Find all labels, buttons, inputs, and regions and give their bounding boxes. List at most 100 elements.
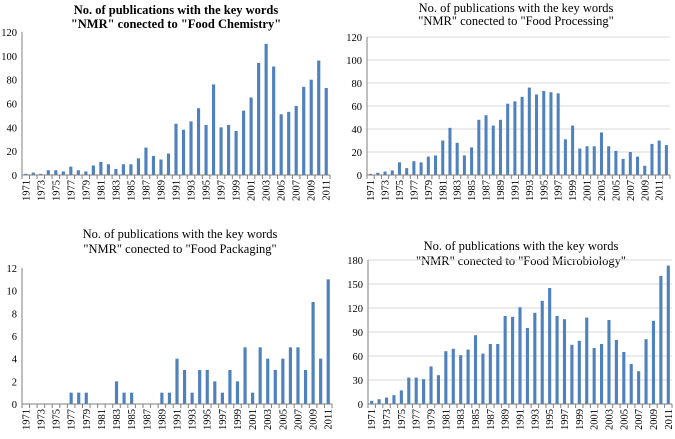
x-tick-label: 1993 [187,180,198,201]
bar-1973 [383,171,387,175]
x-tick-label: 1983 [456,409,467,430]
bar-1973 [384,397,389,404]
bar-1980 [91,165,95,175]
y-tick-label: 90 [353,328,364,339]
bar-2009 [311,302,315,404]
x-tick-label: 1971 [366,180,377,201]
x-tick-label: 2009 [640,180,651,201]
bar-2003 [266,358,270,404]
bar-undefined [664,145,668,175]
bar-2005 [279,114,283,175]
bar-1985 [130,392,134,404]
bar-1974 [392,395,396,404]
bar-1999 [571,125,575,175]
bar-1983 [455,142,459,175]
y-tick-label: 40 [7,123,18,134]
x-tick-label: 1971 [367,409,378,430]
bar-1985 [129,164,133,175]
bar-2006 [629,364,633,404]
bar-1989 [503,316,507,404]
bar-1991 [175,358,179,404]
x-tick-label: 2011 [664,409,675,430]
x-tick-label: 2003 [262,180,273,201]
bar-1998 [227,124,231,175]
x-tick-label: 1977 [412,409,423,430]
bar-1981 [441,140,445,175]
bar-1988 [496,344,500,404]
x-tick-label: 1983 [453,180,464,201]
x-tick-label: 1997 [218,409,229,430]
bar-1992 [520,96,524,175]
bar-1974 [390,170,394,175]
bar-2007 [296,347,300,404]
bar-1979 [429,366,433,404]
bar-1978 [76,170,80,175]
bar-2011 [324,88,328,175]
bar-1994 [540,300,544,404]
bar-2011 [326,279,330,404]
x-tick-label: 1981 [438,180,449,201]
bar-1979 [84,392,88,404]
y-tick-label: 150 [347,280,363,291]
x-tick-label: 2011 [324,409,335,430]
bar-1988 [491,125,495,175]
bar-2000 [585,317,589,404]
bar-1982 [106,164,110,175]
x-tick-label: 1997 [217,180,228,201]
y-tick-label: 80 [352,79,363,90]
chart-title-line: No. of publications with the key words [74,3,279,17]
x-tick-label: 1985 [126,180,137,201]
bar-1993 [189,121,193,175]
x-tick-label: 1975 [395,180,406,201]
bar-1996 [213,381,217,404]
bar-1988 [151,155,156,175]
bar-2007 [294,105,298,175]
bar-1975 [399,390,403,404]
bar-1999 [577,340,581,404]
bar-1981 [444,351,448,404]
x-tick-label: 1981 [97,409,108,430]
bar-1991 [513,101,517,175]
bar-1989 [498,119,502,175]
bar-1998 [563,139,567,175]
y-tick-label: 20 [7,147,18,158]
chart-food-chemistry: No. of publications with the key words"N… [1,3,332,201]
bar-1975 [54,170,58,175]
x-tick-label: 2001 [583,180,594,201]
bar-1995 [204,124,208,175]
bar-1983 [459,355,463,404]
bar-2011 [666,265,670,404]
bar-2010 [319,358,323,404]
x-tick-label: 1973 [36,180,47,201]
bar-2004 [273,370,277,404]
bar-2010 [659,276,663,404]
x-tick-label: 1995 [202,180,213,201]
y-tick-label: 0 [12,171,17,182]
x-tick-label: 1989 [156,180,167,201]
bar-2007 [637,371,641,404]
x-tick-label: 1977 [67,409,78,430]
x-tick-label: 1973 [36,409,47,430]
y-tick-label: 100 [1,52,17,63]
bar-2004 [272,66,276,175]
x-tick-label: 2003 [263,409,274,430]
y-tick-label: 6 [12,332,17,343]
bar-1984 [462,155,466,175]
x-tick-label: 2007 [293,409,304,430]
bar-1998 [570,344,574,404]
bar-1977 [414,377,418,404]
bar-2004 [614,340,618,404]
bar-1994 [198,370,202,404]
bar-1991 [174,123,178,175]
bar-2008 [644,339,648,404]
bar-1999 [235,381,240,404]
chart-title-line: "NMR" conected to "Food Packaging" [83,242,276,256]
bar-2010 [650,143,654,175]
bar-1971 [370,400,374,404]
x-tick-label: 1991 [510,180,521,201]
bar-1989 [159,159,163,175]
x-tick-label: 1973 [381,180,392,201]
bar-1976 [407,377,411,404]
x-tick-label: 2001 [248,409,259,430]
x-tick-label: 1979 [81,180,92,201]
